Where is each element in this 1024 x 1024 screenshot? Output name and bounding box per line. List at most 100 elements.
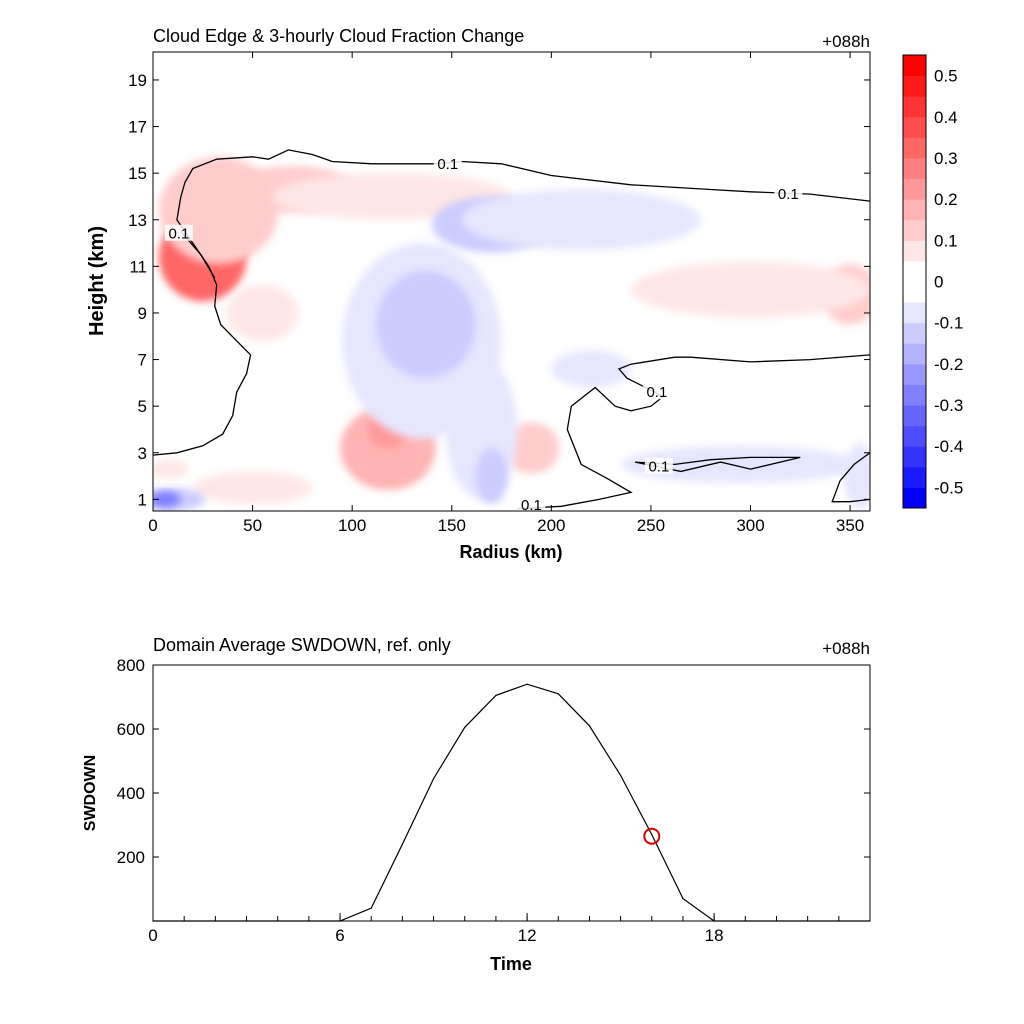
bottom-axes: 0 6 12 18 200 400 600 800 [117,656,871,945]
colorbar-segment [903,178,926,200]
contour-label-bg [644,457,673,474]
top-y-axis-label: Height (km) [86,226,108,336]
top-x-tick-label: 350 [836,516,864,535]
swdown-point [526,683,528,685]
current-time-marker [643,827,661,845]
bottom-x-axis-label: Time [490,954,532,974]
anomaly-blob [226,284,299,341]
top-y-tick-label: 19 [128,71,147,90]
colorbar-tick-label: -0.2 [934,355,963,374]
contour-label-bg [433,154,462,171]
swdown-point [744,920,746,922]
bottom-y-tick-label: 600 [117,720,145,739]
swdown-point [152,920,154,922]
top-y-tick-label: 17 [128,118,147,137]
colorbar-segment [903,157,926,180]
colorbar-segment [903,219,926,241]
anomaly-blob [475,448,508,505]
colorbar-segment [903,116,926,138]
bottom-x-tick-label: 18 [705,926,724,945]
colorbar-tick-label: 0.3 [934,149,958,168]
colorbar-segment [903,405,926,427]
top-y-tick-label: 5 [138,397,147,416]
contour-label: 0.1 [648,459,669,476]
top-x-axis-label: Radius (km) [459,542,562,562]
top-y-tick-label: 7 [138,351,147,370]
swdown-point [495,694,497,697]
bottom-y-tick-label: 800 [117,656,145,675]
bottom-y-tick-label: 200 [117,848,145,867]
swdown-point [869,920,871,922]
top-y-tick-label: 15 [128,164,147,183]
top-chart-time-label: +088h [822,32,870,51]
swdown-point [588,725,591,727]
colorbar-tick-label: 0.4 [934,108,958,127]
bottom-chart-time-label: +088h [822,639,870,658]
anomaly-blob [631,261,870,318]
swdown-point [651,834,653,836]
cloud-fraction-chart: Cloud Edge & 3-hourly Cloud Fraction Cha… [86,26,963,562]
anomaly-blob [153,491,181,508]
top-y-tick-label: 3 [138,444,147,463]
swdown-point [370,907,372,909]
swdown-point [464,726,466,729]
colorbar-segment [903,487,926,509]
top-y-tick-label: 1 [138,490,147,509]
colorbar-segment [903,302,926,324]
top-y-tick-label: 11 [129,257,147,276]
anomaly-blob [153,459,189,479]
top-y-tick-label: 9 [138,304,147,323]
colorbar-tick-label: 0 [934,273,943,292]
top-x-tick-label: 150 [438,516,466,535]
colorbar-segment [903,199,926,221]
colorbar-segment [903,384,926,406]
contour-label-bg [642,383,671,400]
colorbar-segment [903,96,926,118]
swdown-point [432,778,435,780]
swdown-series-line [153,683,870,922]
swdown-point [245,920,248,922]
top-x-tick-label: 0 [148,516,157,535]
colorbar-segment [903,466,926,488]
top-chart-title: Cloud Edge & 3-hourly Cloud Fraction Cha… [153,26,524,46]
anomaly-blob [621,445,861,484]
swdown-point [277,920,279,922]
bottom-y-axis-label: SWDOWN [82,755,99,831]
swdown-point [339,920,341,922]
colorbar-tick-label: -0.1 [934,314,963,333]
contour-label: 0.1 [646,384,667,401]
bottom-y-tick-label: 400 [117,784,145,803]
cloud-edge-contour [517,386,664,510]
colorbar-segment [903,425,926,447]
contour-labels: 0.1 0.1 0.1 0.1 0.1 0.1 [164,154,803,514]
bottom-x-tick-label: 12 [518,926,537,945]
top-y-tick-label: 13 [128,211,147,230]
colorbar-tick-label: -0.4 [934,437,963,456]
anomaly-blob [192,471,313,505]
anomaly-blob [461,189,701,251]
swdown-point [682,898,684,900]
top-x-tick-label: 100 [338,516,366,535]
swdown-point [214,920,216,922]
anomaly-blob [503,422,560,474]
colorbar-tick-label: -0.3 [934,396,963,415]
swdown-point [620,774,622,777]
contour-label: 0.1 [521,497,542,514]
anomaly-blob [844,443,870,509]
colorbar-segment [903,240,926,262]
swdown-point [807,920,809,922]
colorbar-segment [903,75,926,97]
swdown-point [838,920,840,922]
swdown-points [152,683,871,922]
anomaly-blob [551,350,632,388]
swdown-point [401,843,403,845]
swdown-point [713,920,715,922]
colorbar-frame [902,54,927,509]
colorbar-tick-label: 0.5 [934,67,958,86]
contour-label-bg [164,224,193,241]
contour-label: 0.1 [168,226,189,243]
top-x-tick-label: 50 [243,516,262,535]
swdown-point [308,920,310,922]
